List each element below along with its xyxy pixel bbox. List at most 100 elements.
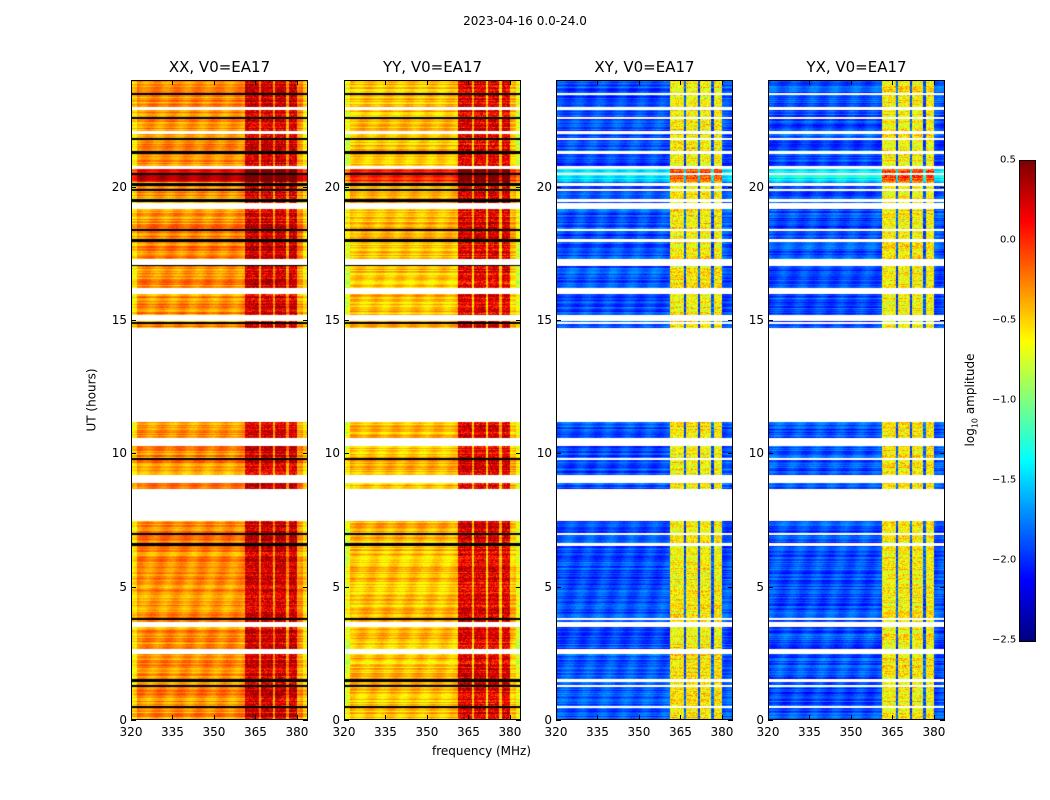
heatmap-image [131,80,308,720]
y-tick [516,453,521,455]
x-tick [468,715,470,720]
y-tick [131,720,136,721]
x-tick-label: 320 [756,725,780,739]
y-tick-label: 15 [748,313,764,327]
x-tick [680,80,682,85]
y-tick [131,453,136,455]
x-tick [768,80,769,85]
y-tick-label: 5 [119,579,127,594]
y-tick-label: 20 [536,179,552,194]
y-tick-label: 0 [332,713,340,727]
axes-frame [768,80,945,720]
y-tick [344,453,349,455]
y-tick-label: 5 [332,579,340,594]
y-tick-label: 15 [536,313,552,327]
x-tick-label: 335 [374,725,397,739]
x-tick [255,80,257,85]
y-tick [516,320,521,321]
y-tick [516,586,521,588]
x-tick-label: 365 [881,725,904,739]
colorbar-tick-label: −0.5 [992,314,1017,326]
y-tick-label: 5 [544,579,552,594]
colorbar [1019,160,1036,642]
x-tick [385,80,387,85]
x-tick [597,715,599,720]
y-tick [131,586,136,588]
y-tick [768,720,773,721]
y-tick [728,320,733,321]
x-tick-label: 350 [627,725,651,739]
colorbar-tick-label: −2.5 [992,634,1017,646]
x-tick [468,80,470,85]
x-tick [680,715,682,720]
x-tick-label: 320 [544,725,568,739]
x-tick [426,80,428,85]
x-tick [809,80,811,85]
colorbar-tick-label: 0.5 [1000,154,1016,166]
x-tick-label: 380 [922,725,946,739]
y-tick [940,720,945,721]
x-tick [426,715,428,720]
y-tick-label: 20 [324,179,340,194]
colorbar-tick-label: −1.5 [992,474,1017,486]
x-tick-label: 335 [798,725,821,739]
colorbar-label: log10 amplitude [963,353,980,447]
x-tick [213,715,215,720]
x-tick-label: 380 [285,725,309,739]
y-tick [303,453,308,455]
waterfall-panel-xy: XY, V0=EA17 320 335 350 365 380 0 5 10 15 20 [537,58,734,739]
x-tick [556,715,557,720]
x-tick-label: 350 [202,725,226,739]
x-tick-label: 380 [710,725,734,739]
x-tick-label: 335 [161,725,184,739]
x-tick [892,80,894,85]
y-tick [728,586,733,588]
y-tick [940,186,945,188]
y-tick [344,320,349,321]
x-tick [172,80,174,85]
y-tick [940,320,945,321]
colorbar-tick-label: 0.0 [1000,234,1016,246]
axes-frame [131,80,308,720]
y-tick [728,453,733,455]
x-tick [344,80,345,85]
x-tick [638,715,640,720]
x-tick [597,80,599,85]
panel-title: XY, V0=EA17 [594,58,695,76]
x-tick [255,715,257,720]
y-tick-label: 10 [324,446,340,461]
x-tick [172,715,174,720]
y-tick-label: 0 [756,713,764,727]
x-tick-label: 365 [244,725,267,739]
heatmap-image [768,80,945,720]
y-tick [728,720,733,721]
y-tick [303,186,308,188]
x-tick-label: 335 [586,725,609,739]
x-tick [509,80,511,85]
y-tick [768,320,773,321]
x-tick [296,80,298,85]
colorbar-tick-label: −2.0 [992,554,1017,566]
y-tick-label: 20 [111,179,127,194]
y-tick [556,453,561,455]
axes-frame [556,80,733,720]
y-tick-label: 10 [748,446,764,461]
waterfall-panel-yx: YX, V0=EA17 320 335 350 365 380 0 5 10 15 20 [749,58,946,739]
y-tick-label: 0 [119,713,127,727]
x-tick-label: 350 [839,725,863,739]
x-tick [556,80,557,85]
x-tick [721,715,723,720]
x-tick-label: 380 [498,725,522,739]
x-tick [131,80,132,85]
panel-title: XX, V0=EA17 [168,58,271,76]
colorbar-tick-label: −1.0 [992,394,1017,406]
x-tick [344,715,345,720]
y-tick [516,186,521,188]
x-tick-label: 365 [457,725,480,739]
axes-frame [344,80,521,720]
heatmap-image [556,80,733,720]
y-tick [344,186,349,188]
y-tick [303,720,308,721]
x-tick [850,715,852,720]
y-tick [728,186,733,188]
